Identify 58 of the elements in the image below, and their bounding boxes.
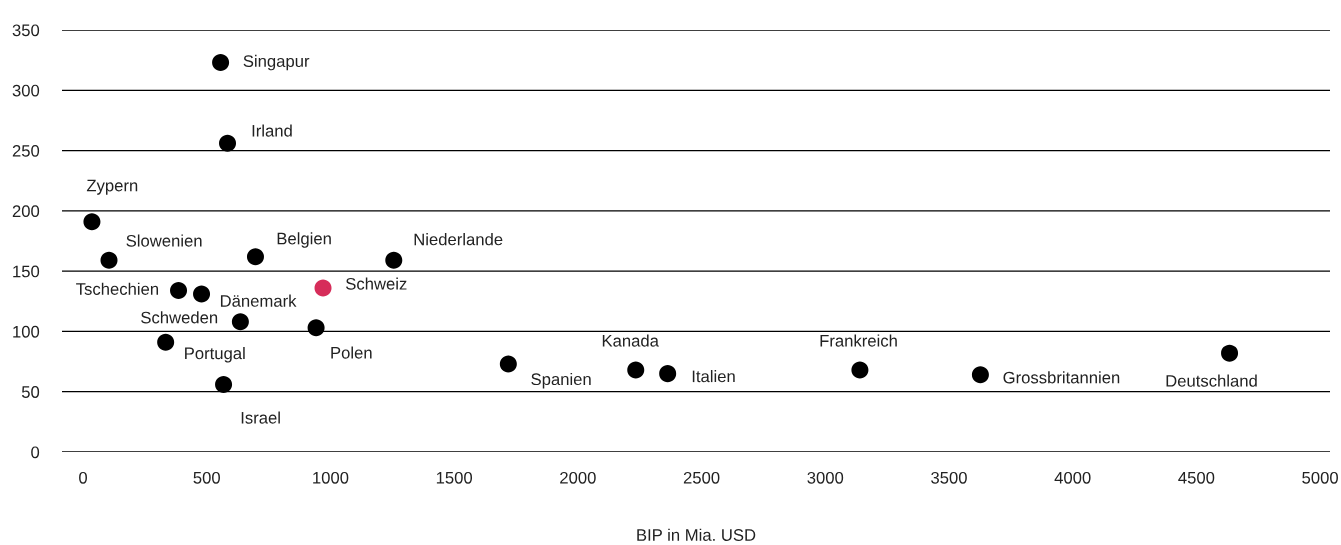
annotation: Spanien — [531, 372, 591, 389]
x-axis-title: BIP in Mia. USD — [637, 528, 756, 541]
annotation: Tschechien — [76, 282, 159, 295]
y-tick-label: 200 — [12, 205, 40, 218]
point — [212, 54, 230, 72]
point — [246, 248, 264, 266]
point — [1221, 344, 1239, 362]
annotation: Slowenien — [126, 234, 202, 247]
point — [83, 213, 101, 231]
x-tick-label: 4500 — [1178, 471, 1215, 484]
point — [307, 319, 325, 337]
point — [215, 375, 233, 393]
point — [627, 361, 645, 379]
y-tick-label: 150 — [13, 265, 40, 278]
point — [170, 281, 188, 299]
point — [499, 355, 517, 373]
y-tick-label: 350 — [12, 24, 40, 37]
point — [971, 366, 989, 384]
y-tick-label: 100 — [13, 325, 40, 338]
annotation: Kanada — [602, 334, 659, 347]
x-tick-label: 3000 — [807, 471, 844, 484]
annotation: Schweden — [141, 311, 218, 324]
annotation: Niederlande — [414, 233, 503, 246]
point — [219, 134, 237, 152]
point — [231, 313, 249, 331]
point — [100, 251, 118, 269]
point — [157, 333, 175, 351]
annotation: Deutschland — [1166, 374, 1257, 387]
x-tick-label: 3500 — [931, 471, 967, 484]
annotation: Israel — [241, 411, 280, 424]
y-tick-label: 300 — [12, 84, 40, 97]
x-tick-label: 1000 — [313, 471, 349, 484]
x-tick-label: 4000 — [1054, 471, 1091, 484]
x-tick-label: 0 — [79, 471, 88, 484]
annotation: Italien — [692, 370, 735, 383]
annotation: Zypern — [86, 179, 138, 195]
annotation: Portugal — [185, 347, 245, 363]
annotation: Frankreich — [820, 334, 897, 347]
annotation: Irland — [252, 124, 292, 137]
annotation: Grossbritannien — [1003, 371, 1120, 384]
annotation: Dänemark — [220, 294, 297, 307]
point — [314, 279, 332, 297]
point — [385, 251, 403, 269]
annotation: Belgien — [277, 232, 331, 248]
y-tick-label: 250 — [12, 144, 40, 157]
point — [193, 285, 211, 303]
y-tick-label: 50 — [21, 386, 40, 398]
x-tick-label: 2500 — [683, 471, 720, 484]
point — [851, 361, 869, 379]
annotation: Schweiz — [346, 277, 407, 290]
y-tick-label: 0 — [31, 446, 40, 459]
annotation: Singapur — [243, 54, 310, 71]
x-tick-label: 500 — [193, 471, 220, 484]
x-tick-label: 1500 — [436, 471, 473, 484]
annotation: Polen — [331, 346, 372, 359]
x-tick-label: 5000 — [1302, 471, 1338, 484]
x-tick-label: 2000 — [560, 471, 596, 484]
point — [659, 365, 677, 383]
